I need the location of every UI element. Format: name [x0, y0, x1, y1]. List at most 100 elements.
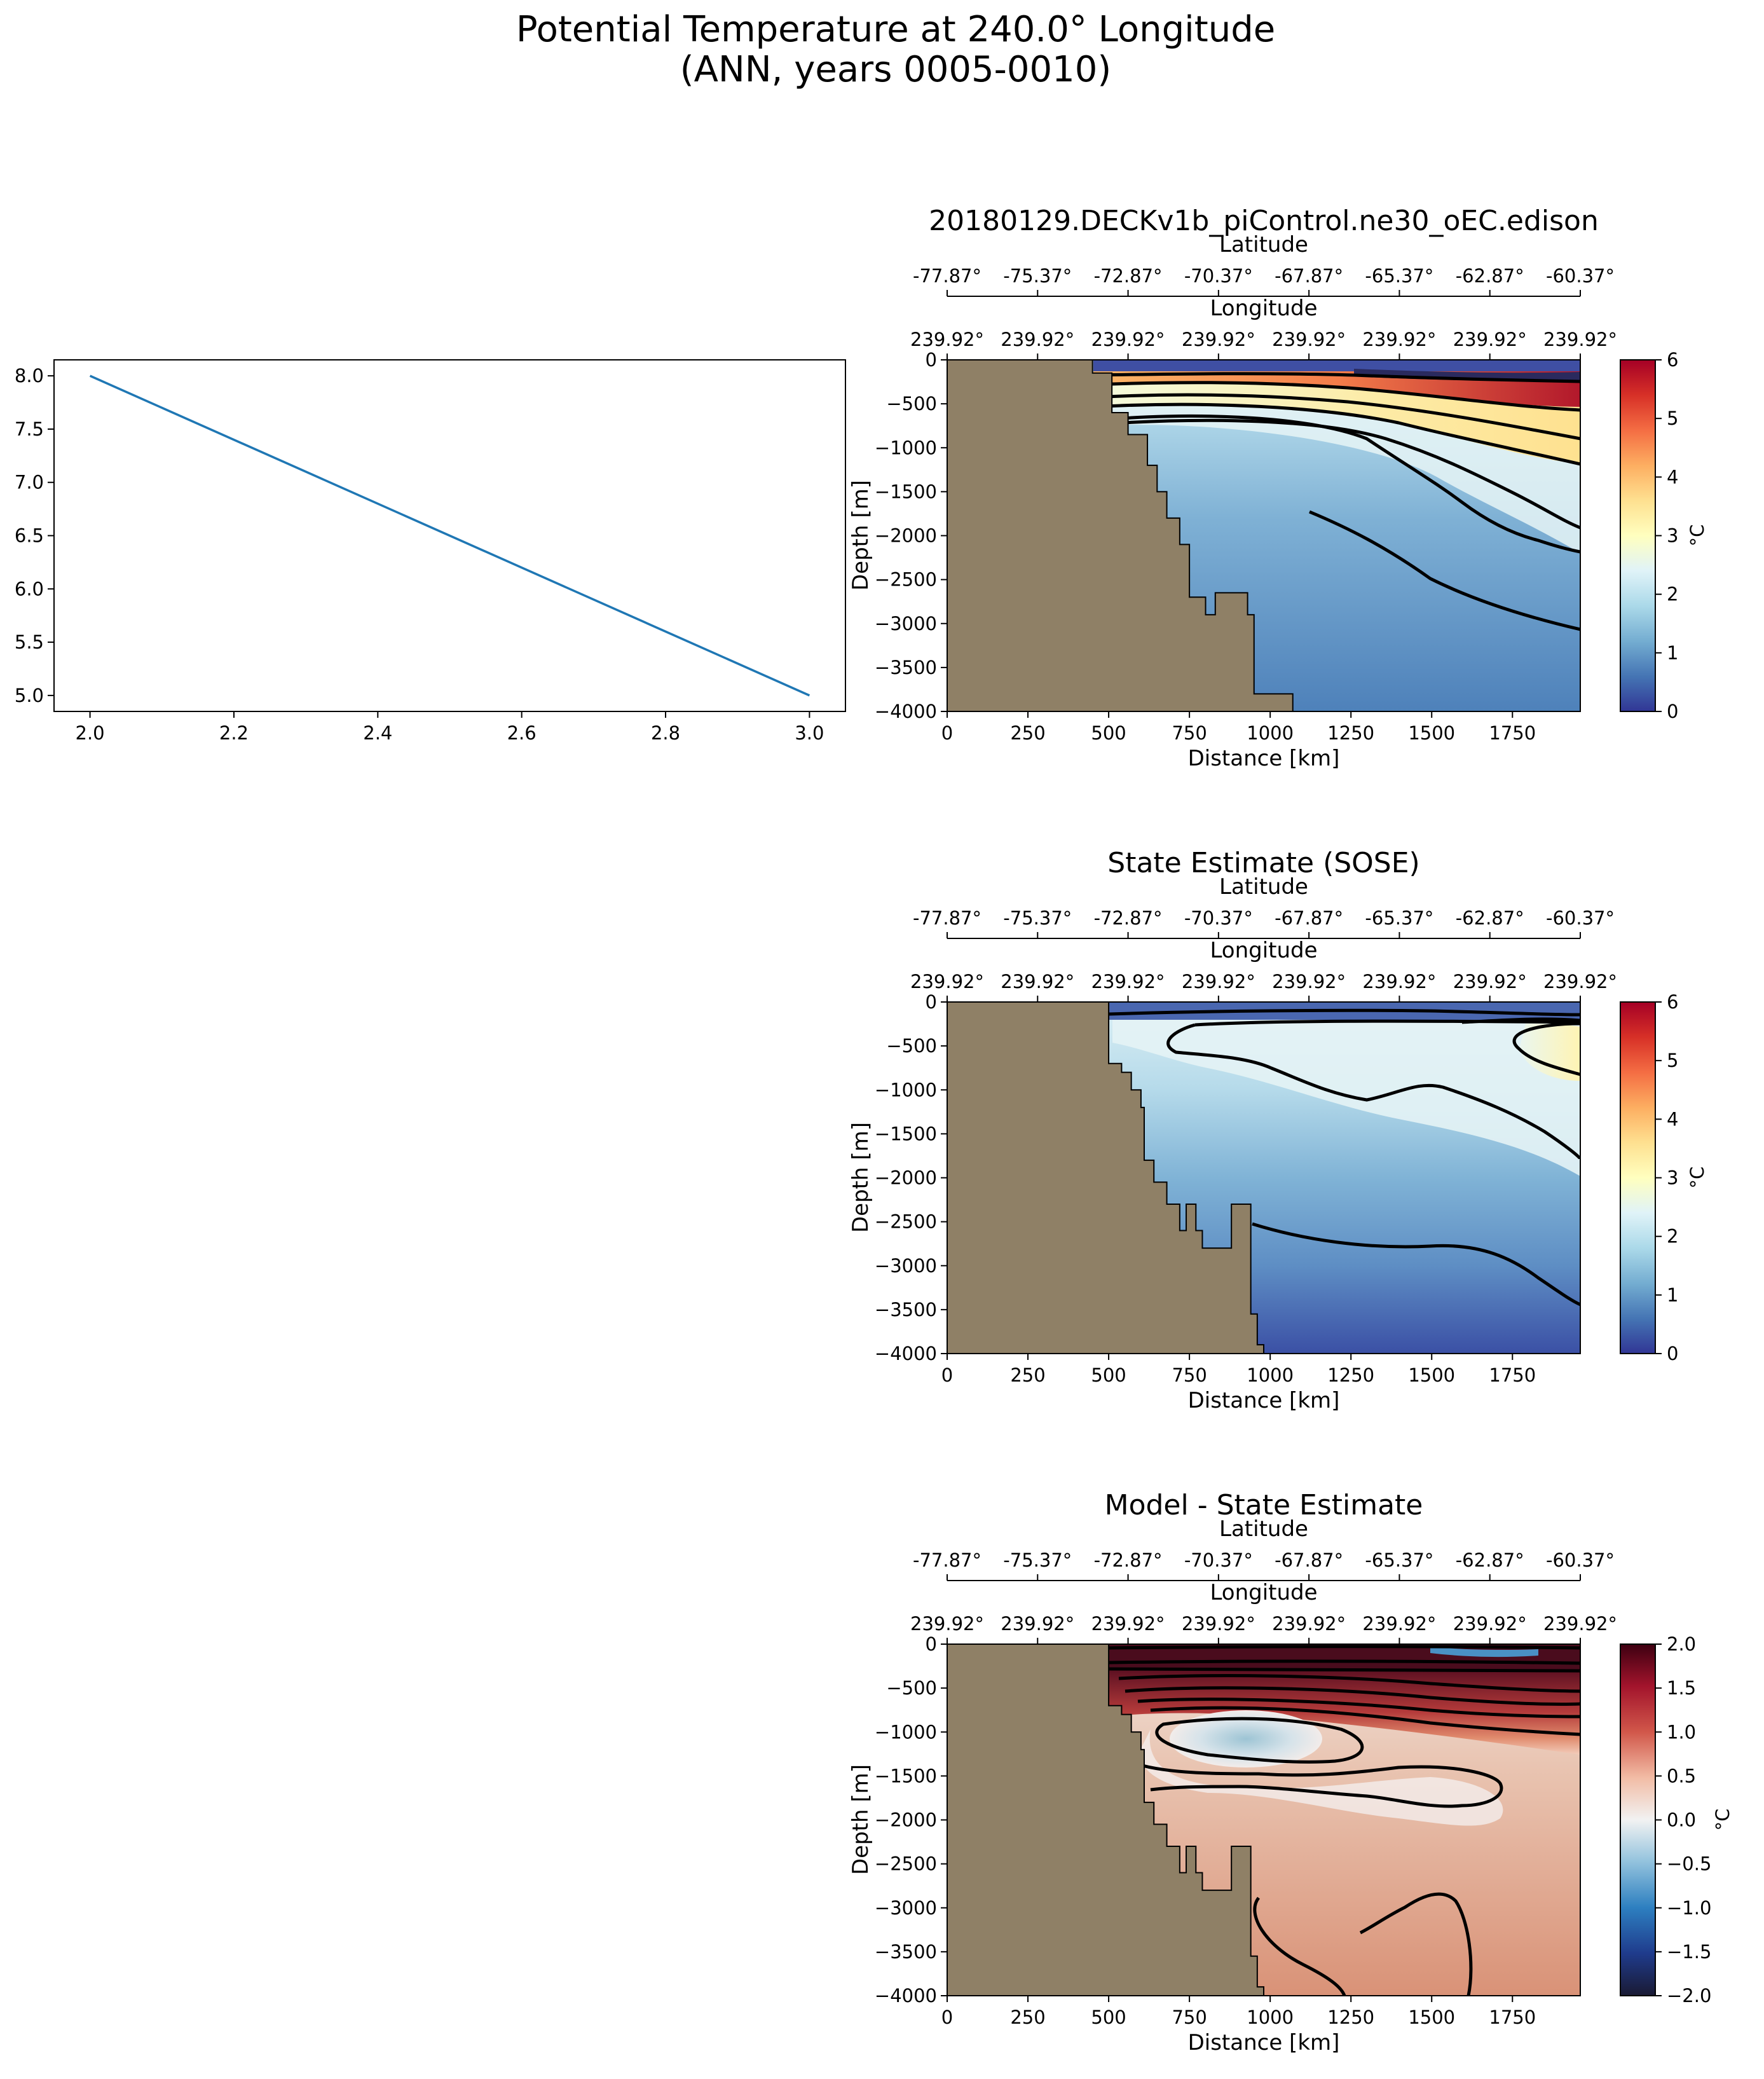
- y-tick-label: −4000: [875, 1985, 937, 2007]
- y-tick-label: −1000: [875, 1079, 937, 1101]
- y-tick-label: 7.5: [15, 418, 44, 440]
- x-tick-label: 1500: [1408, 1364, 1455, 1386]
- colorbar-tick-label: 1.5: [1667, 1677, 1696, 1699]
- colorbar-tick-label: 2: [1667, 1226, 1678, 1247]
- colorbar-tick-label: −1.0: [1667, 1897, 1711, 1919]
- latitude-tick-label: -77.87°: [913, 907, 981, 929]
- y-tick-label: −3000: [875, 1897, 937, 1919]
- difference-bathymetry: [947, 1643, 1264, 1996]
- y-tick-label: 8.0: [15, 365, 44, 387]
- longitude-tick-label: 239.92°: [1091, 971, 1165, 992]
- sose-colorbar-ticks: 0 1 2 3 4 5 6: [1655, 991, 1678, 1364]
- y-tick-label: −3000: [875, 1255, 937, 1277]
- model-bathymetry: [947, 359, 1294, 712]
- x-tick-label: 1250: [1327, 2007, 1374, 2028]
- colorbar-tick-label: 0.5: [1667, 1765, 1696, 1787]
- latitude-tick-label: -60.37°: [1546, 907, 1615, 929]
- x-tick-label: 2.8: [651, 722, 680, 744]
- difference-colorbar-ticks: −2.0 −1.5 −1.0 −0.5 0.0 0.5 1.0 1.5 2.0: [1655, 1633, 1711, 2007]
- y-tick-label: 0: [926, 1633, 937, 1655]
- line-chart-y-axis: 5.0 5.5 6.0 6.5 7.0 7.5 8.0: [15, 365, 54, 706]
- colorbar-tick-label: 0: [1667, 1343, 1678, 1364]
- y-tick-label: −1500: [875, 1123, 937, 1144]
- line-chart: 2.0 2.2 2.4 2.6 2.8 3.0 5.0 5.5 6.0 6.5 7.0 7.5 8.0: [15, 359, 846, 744]
- x-tick-label: 1500: [1408, 722, 1455, 744]
- x-tick-label: 1000: [1247, 2007, 1294, 2028]
- difference-colorbar-label: °C: [1712, 1809, 1733, 1831]
- x-tick-label: 0: [941, 2007, 953, 2028]
- longitude-tick-label: 239.92°: [1272, 329, 1346, 350]
- longitude-tick-label: 239.92°: [1543, 971, 1617, 992]
- colorbar-tick-label: 0.0: [1667, 1809, 1696, 1831]
- difference-section-panel: Model - State Estimate Latitude Longitude…: [848, 1489, 1733, 2055]
- y-tick-label: −500: [886, 393, 937, 415]
- x-tick-label: 2.2: [219, 722, 249, 744]
- colorbar-tick-label: 1: [1667, 1284, 1678, 1306]
- model-colorbar: [1620, 359, 1656, 712]
- y-tick-label: −1500: [875, 481, 937, 502]
- latitude-tick-label: -70.37°: [1184, 1549, 1253, 1571]
- x-tick-label: 0: [941, 722, 953, 744]
- difference-secondary-axes: Latitude Longitude -77.87° 239.92° -75.37° 23…: [910, 1516, 1617, 1644]
- y-tick-label: −500: [886, 1677, 937, 1699]
- longitude-tick-label: 239.92°: [1362, 971, 1436, 992]
- latitude-tick-label: -75.37°: [1003, 907, 1072, 929]
- colorbar-tick-label: 1.0: [1667, 1721, 1696, 1743]
- y-tick-label: −500: [886, 1035, 937, 1057]
- latitude-tick-label: -75.37°: [1003, 1549, 1072, 1571]
- colorbar-tick-label: 2.0: [1667, 1633, 1696, 1655]
- series-line: [89, 374, 810, 697]
- y-tick-label: −4000: [875, 1343, 937, 1364]
- latitude-tick-label: -67.87°: [1275, 1549, 1343, 1571]
- y-tick-label: −3500: [875, 657, 937, 678]
- sose-bathymetry: [947, 1001, 1264, 1354]
- y-tick-label: 6.0: [15, 578, 44, 600]
- y-tick-label: −2000: [875, 1167, 937, 1189]
- figure-title-line1: Potential Temperature at 240.0° Longitud…: [516, 9, 1275, 50]
- colorbar-tick-label: 3: [1667, 1167, 1678, 1189]
- model-colorbar-ticks: 0 1 2 3 4 5 6: [1655, 349, 1678, 722]
- x-tick-label: 1750: [1489, 2007, 1536, 2028]
- y-tick-label: −3000: [875, 613, 937, 635]
- y-tick-label: 0: [926, 349, 937, 371]
- latitude-tick-label: -60.37°: [1546, 1549, 1615, 1571]
- y-tick-label: −1000: [875, 437, 937, 458]
- y-tick-label: −3500: [875, 1299, 937, 1321]
- x-tick-label: 1750: [1489, 1364, 1536, 1386]
- longitude-tick-label: 239.92°: [910, 971, 984, 992]
- latitude-tick-label: -65.37°: [1365, 1549, 1433, 1571]
- x-tick-label: 250: [1010, 1364, 1045, 1386]
- model-y-axis: 0 −500 −1000 −1500 −2000 −2500 −3000 −3500 −4000: [875, 349, 947, 722]
- latitude-axis-label: Latitude: [1219, 1516, 1308, 1542]
- colorbar-tick-label: 5: [1667, 408, 1678, 429]
- latitude-tick-label: -62.87°: [1456, 907, 1524, 929]
- longitude-tick-label: 239.92°: [1091, 329, 1165, 350]
- y-tick-label: 5.5: [15, 631, 44, 653]
- latitude-axis-label: Latitude: [1219, 232, 1308, 257]
- latitude-tick-label: -72.87°: [1094, 907, 1163, 929]
- y-tick-label: −2500: [875, 569, 937, 591]
- difference-x-axis-label: Distance [km]: [1188, 2030, 1340, 2055]
- y-tick-label: −1000: [875, 1721, 937, 1743]
- longitude-tick-label: 239.92°: [1543, 329, 1617, 350]
- x-tick-label: 250: [1010, 722, 1045, 744]
- difference-y-axis-label: Depth [m]: [848, 1764, 873, 1875]
- difference-colorbar: [1620, 1643, 1656, 1996]
- x-tick-label: 2.0: [76, 722, 105, 744]
- x-tick-label: 2.6: [507, 722, 537, 744]
- latitude-tick-label: -67.87°: [1275, 265, 1343, 287]
- y-tick-label: −2000: [875, 1809, 937, 1831]
- sose-y-axis-label: Depth [m]: [848, 1122, 873, 1233]
- y-tick-label: −3500: [875, 1941, 937, 1963]
- longitude-tick-label: 239.92°: [910, 1613, 984, 1635]
- y-tick-label: −2500: [875, 1853, 937, 1875]
- sose-colorbar-label: °C: [1686, 1167, 1708, 1189]
- longitude-tick-label: 239.92°: [1001, 971, 1074, 992]
- y-tick-label: 6.5: [15, 525, 44, 547]
- longitude-tick-label: 239.92°: [1543, 1613, 1617, 1635]
- y-tick-label: −2500: [875, 1211, 937, 1233]
- sose-section-panel: State Estimate (SOSE) Latitude Longitude -…: [848, 847, 1708, 1413]
- y-tick-label: −2000: [875, 525, 937, 547]
- colorbar-tick-label: 2: [1667, 584, 1678, 605]
- longitude-tick-label: 239.92°: [1182, 1613, 1255, 1635]
